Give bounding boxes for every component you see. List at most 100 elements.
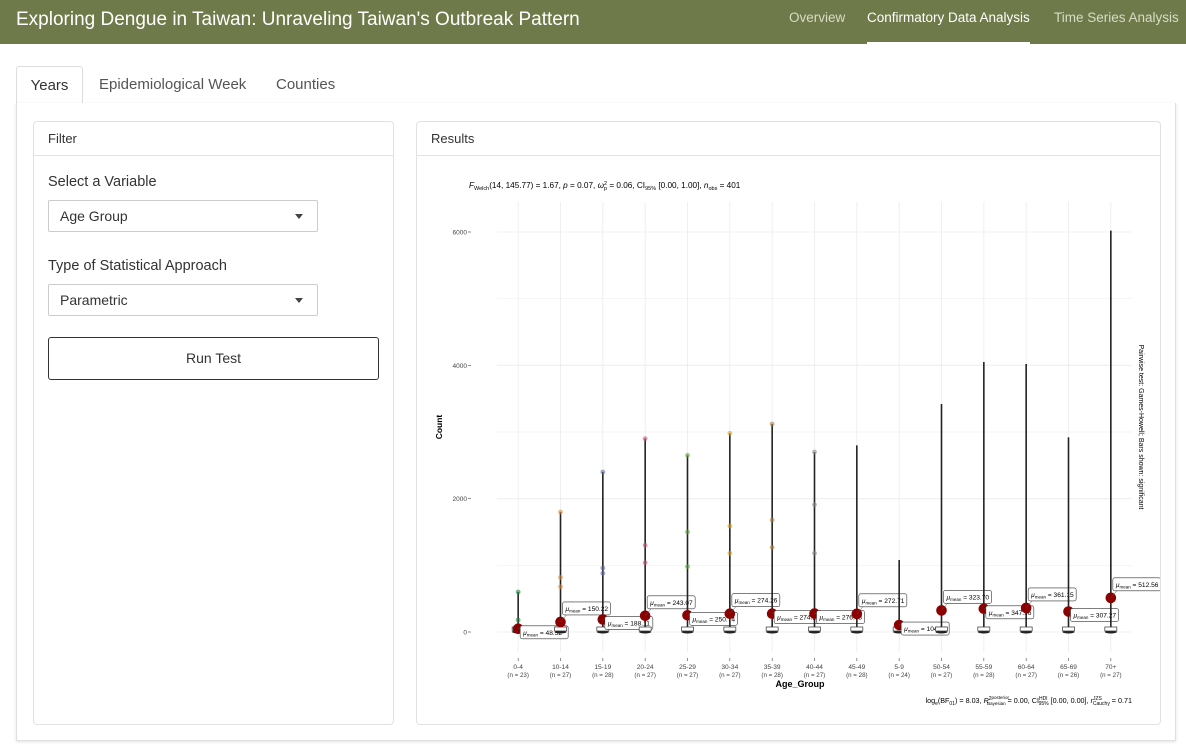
x-tick-count: (n = 27) xyxy=(634,672,656,679)
mean-label-box xyxy=(646,595,696,610)
mean-label: μmean = 512.56 xyxy=(1115,582,1159,590)
data-point xyxy=(515,589,521,595)
x-axis: 0-4(n = 23)10-14(n = 27)15-19(n = 28)20-… xyxy=(507,658,1122,679)
chevron-down-icon xyxy=(295,214,303,219)
variable-label: Select a Variable xyxy=(48,174,157,190)
x-tick-label: 10-14 xyxy=(552,664,569,671)
data-point xyxy=(727,550,733,556)
chart-subtitle: FWelch(14, 145.77) = 1.67, p = 0.07, ω2 p… xyxy=(469,181,741,192)
y-axis: 0 2000 4000 6000 xyxy=(453,230,471,637)
x-tick-count: (n = 24) xyxy=(888,672,910,679)
data-point xyxy=(600,469,606,475)
x-tick-count: (n = 26) xyxy=(1058,672,1080,679)
data-point xyxy=(685,564,690,570)
tab-content: Filter Select a Variable Age Group Type … xyxy=(16,103,1176,741)
data-point xyxy=(727,430,733,436)
box xyxy=(977,626,991,632)
mean-label-box xyxy=(1112,577,1160,592)
data-point xyxy=(685,529,690,535)
mean-point xyxy=(936,605,947,616)
x-tick-count: (n = 23) xyxy=(507,672,529,679)
box xyxy=(935,626,948,632)
mean-label: μmean = 188.11 xyxy=(607,620,650,628)
nav-confirmatory-data-analysis[interactable]: Confirmatory Data Analysis xyxy=(867,0,1030,44)
chevron-down-icon xyxy=(295,298,303,303)
x-tick-count: (n = 28) xyxy=(973,672,995,679)
data-point xyxy=(642,436,648,442)
chart-caption: loge(BF01) = 8.03, R2posterior Bayesian =… xyxy=(925,695,1132,707)
data-point xyxy=(515,617,521,623)
x-tick-count: (n = 27) xyxy=(677,672,699,679)
mean-point xyxy=(1020,602,1032,614)
filter-header: Filter xyxy=(34,122,393,156)
run-test-button[interactable]: Run Test xyxy=(48,337,379,380)
mean-point xyxy=(1105,592,1117,604)
mean-label-box xyxy=(943,590,992,604)
mean-label: μmean = 243.07 xyxy=(649,600,693,608)
x-tick-label: 60-64 xyxy=(1018,664,1035,671)
mean-label-connector xyxy=(941,603,948,611)
box xyxy=(1104,626,1118,632)
mean-label-connector xyxy=(729,606,737,614)
box xyxy=(1019,626,1033,632)
mean-label-box xyxy=(562,601,611,616)
y-tick-label: 2000 xyxy=(453,496,468,503)
x-tick-label: 35-39 xyxy=(764,664,781,671)
chart-marks: μmean = 48.52 μmean = 150.22 μmean = 188.1… xyxy=(511,230,1160,640)
filter-card: Filter Select a Variable Age Group Type … xyxy=(33,121,394,725)
x-tick-label: 50-54 xyxy=(933,664,950,671)
tab-counties[interactable]: Counties xyxy=(276,76,336,93)
data-point xyxy=(812,502,817,508)
box xyxy=(723,626,737,632)
mean-label: μmean = 104.38 xyxy=(903,626,947,634)
x-tick-label: 25-29 xyxy=(679,664,696,671)
data-point xyxy=(769,544,775,550)
mean-label-connector xyxy=(1025,600,1033,609)
x-tick-count: (n = 27) xyxy=(719,672,741,679)
mean-label-connector xyxy=(856,606,864,614)
data-point xyxy=(642,560,648,566)
nav-overview[interactable]: Overview xyxy=(789,10,846,25)
x-tick-count: (n = 27) xyxy=(550,672,572,679)
mean-label-box xyxy=(1027,587,1077,602)
x-tick-label: 0-4 xyxy=(513,664,523,671)
x-tick-label: 20-24 xyxy=(637,664,654,671)
x-tick-label: 45-49 xyxy=(848,664,865,671)
nav-time-series-analysis[interactable]: Time Series Analysis xyxy=(1054,10,1179,25)
box xyxy=(850,626,864,632)
mean-label: μmean = 307.27 xyxy=(1073,613,1117,621)
mean-label-connector xyxy=(644,608,652,616)
y-tick-label: 0 xyxy=(463,630,467,637)
mean-label: μmean = 48.52 xyxy=(522,630,562,638)
results-chart: FWelch(14, 145.77) = 1.67, p = 0.07, ω2 p… xyxy=(434,181,1160,707)
mean-label-box xyxy=(1070,608,1119,622)
data-point xyxy=(558,584,563,590)
data-point xyxy=(812,449,817,455)
x-tick-label: 55-59 xyxy=(975,664,992,671)
mean-point xyxy=(639,610,651,622)
navbar: Exploring Dengue in Taiwan: Unraveling T… xyxy=(0,0,1186,44)
mean-label: μmean = 250.74 xyxy=(692,616,736,624)
x-tick-label: 5-9 xyxy=(894,664,904,671)
tab-bar: Years Epidemiological Week Counties xyxy=(16,66,1176,105)
mean-label: μmean = 323.70 xyxy=(946,594,990,602)
data-point xyxy=(812,550,817,556)
tab-epidemiological-week[interactable]: Epidemiological Week xyxy=(99,76,247,93)
x-tick-label: 70+ xyxy=(1105,664,1116,671)
y-axis-title: Count xyxy=(434,415,444,440)
y-tick-label: 6000 xyxy=(453,230,468,237)
data-point xyxy=(600,570,606,576)
data-point xyxy=(642,542,648,548)
approach-select[interactable]: Parametric xyxy=(48,284,318,316)
data-point xyxy=(558,574,563,580)
x-tick-label: 40-44 xyxy=(806,664,823,671)
mean-label: μmean = 272.71 xyxy=(861,598,905,606)
box xyxy=(808,626,821,632)
box xyxy=(681,626,694,632)
tab-years[interactable]: Years xyxy=(16,66,83,105)
variable-select[interactable]: Age Group xyxy=(48,200,318,232)
approach-select-value: Parametric xyxy=(60,292,128,308)
mean-label: μmean = 150.22 xyxy=(565,606,609,614)
box xyxy=(554,626,567,632)
x-axis-title: Age_Group xyxy=(775,679,825,689)
